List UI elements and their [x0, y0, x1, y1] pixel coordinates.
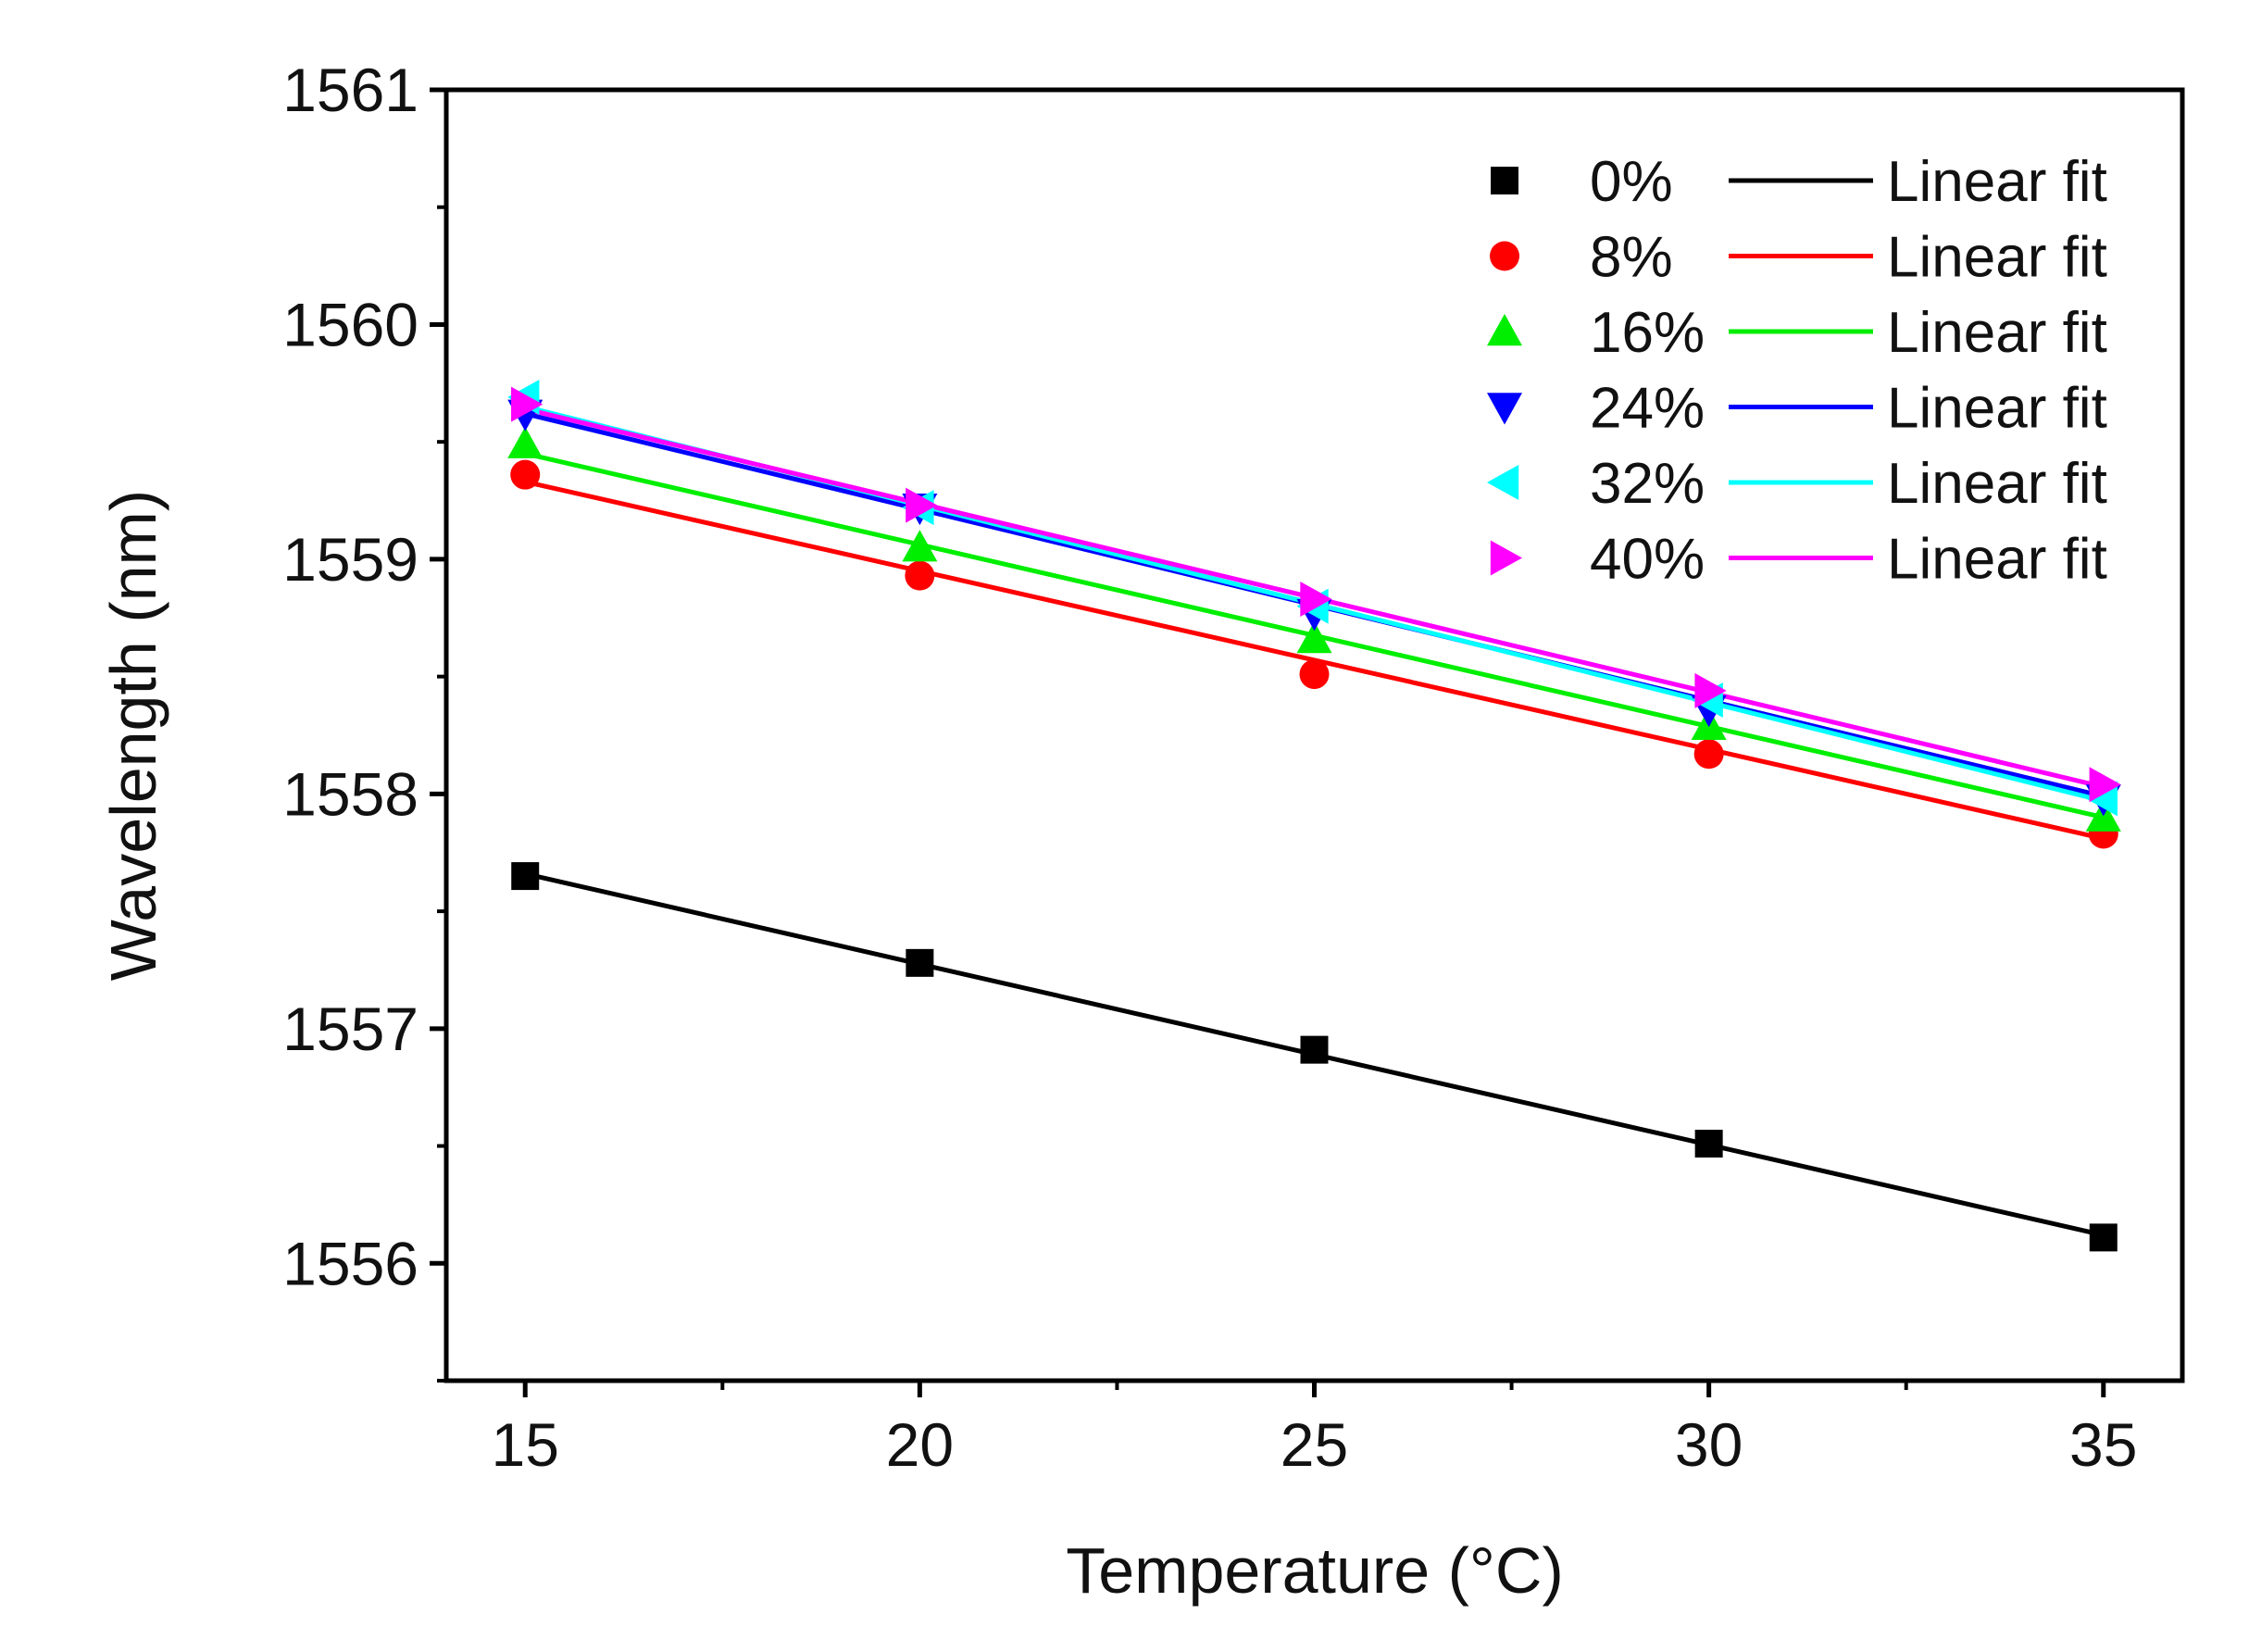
data-point-s0-1 [906, 948, 934, 977]
data-point-s0-0 [511, 862, 540, 891]
legend-series-label: 8% [1590, 226, 1673, 290]
data-point-s2-2 [1296, 621, 1332, 654]
legend-entry: 8% Linear fit [1490, 226, 2107, 290]
legend-series-label: 40% [1590, 528, 1705, 592]
legend-series-label: 0% [1590, 150, 1673, 214]
legend-entry: 24% Linear fit [1487, 377, 2107, 441]
x-axis-title: Temperature (°C) [1066, 1534, 1564, 1607]
data-markers [507, 380, 2121, 1252]
legend-series-label: 32% [1590, 452, 1705, 516]
y-tick-label: 1556 [282, 1229, 419, 1297]
data-point-s0-2 [1300, 1035, 1329, 1064]
legend-fit-label: Linear fit [1887, 226, 2107, 290]
data-point-s5-2 [1300, 581, 1332, 617]
legend-fit-label: Linear fit [1887, 528, 2107, 592]
legend-entry: 32% Linear fit [1487, 452, 2107, 516]
data-point-s0-3 [1694, 1130, 1723, 1158]
data-point-s5-3 [1694, 672, 1727, 708]
legend-marker [1490, 540, 1522, 576]
legend-fit-label: Linear fit [1887, 301, 2107, 365]
legend-marker [1491, 167, 1518, 194]
legend-fit-label: Linear fit [1887, 150, 2107, 214]
y-tick-label: 1559 [282, 525, 419, 594]
data-point-s2-1 [902, 530, 938, 562]
legend-series-label: 16% [1590, 301, 1705, 365]
legend-marker [1490, 241, 1519, 271]
data-point-s1-1 [905, 560, 935, 591]
data-point-s5-1 [906, 487, 938, 523]
y-tick-label: 1560 [282, 290, 419, 358]
legend-entry: 0% Linear fit [1491, 150, 2107, 214]
legend-marker [1487, 314, 1522, 346]
y-tick-label: 1561 [282, 56, 419, 124]
x-tick-label: 15 [492, 1410, 559, 1479]
data-point-s2-0 [507, 426, 544, 458]
data-point-s5-4 [2089, 767, 2121, 803]
x-tick-label: 20 [886, 1410, 954, 1479]
x-axis-ticks [522, 1381, 2106, 1397]
y-tick-label: 1557 [282, 995, 419, 1063]
y-tick-label: 1558 [282, 759, 419, 828]
legend-entry: 40% Linear fit [1490, 528, 2107, 592]
legend-marker [1487, 393, 1522, 425]
y-axis-tick-labels: 1556 1557 1558 1559 1560 1561 [282, 56, 419, 1297]
data-point-s1-3 [1693, 739, 1724, 770]
x-axis-tick-labels: 15 20 25 30 35 [492, 1410, 2138, 1479]
x-tick-label: 25 [1281, 1410, 1348, 1479]
y-axis-ticks [430, 87, 446, 1383]
legend-marker [1487, 465, 1519, 500]
x-tick-label: 35 [2069, 1410, 2137, 1479]
x-tick-label: 30 [1675, 1410, 1743, 1479]
data-point-s1-0 [510, 459, 541, 490]
y-axis-title: Wavelength (nm) [97, 490, 169, 981]
data-point-s5-0 [511, 386, 544, 422]
data-point-s0-4 [2089, 1223, 2118, 1252]
legend-fit-label: Linear fit [1887, 452, 2107, 516]
data-point-s1-2 [1299, 659, 1330, 690]
legend-fit-label: Linear fit [1887, 377, 2107, 441]
legend-series-label: 24% [1590, 377, 1705, 441]
legend-entry: 16% Linear fit [1487, 301, 2107, 365]
